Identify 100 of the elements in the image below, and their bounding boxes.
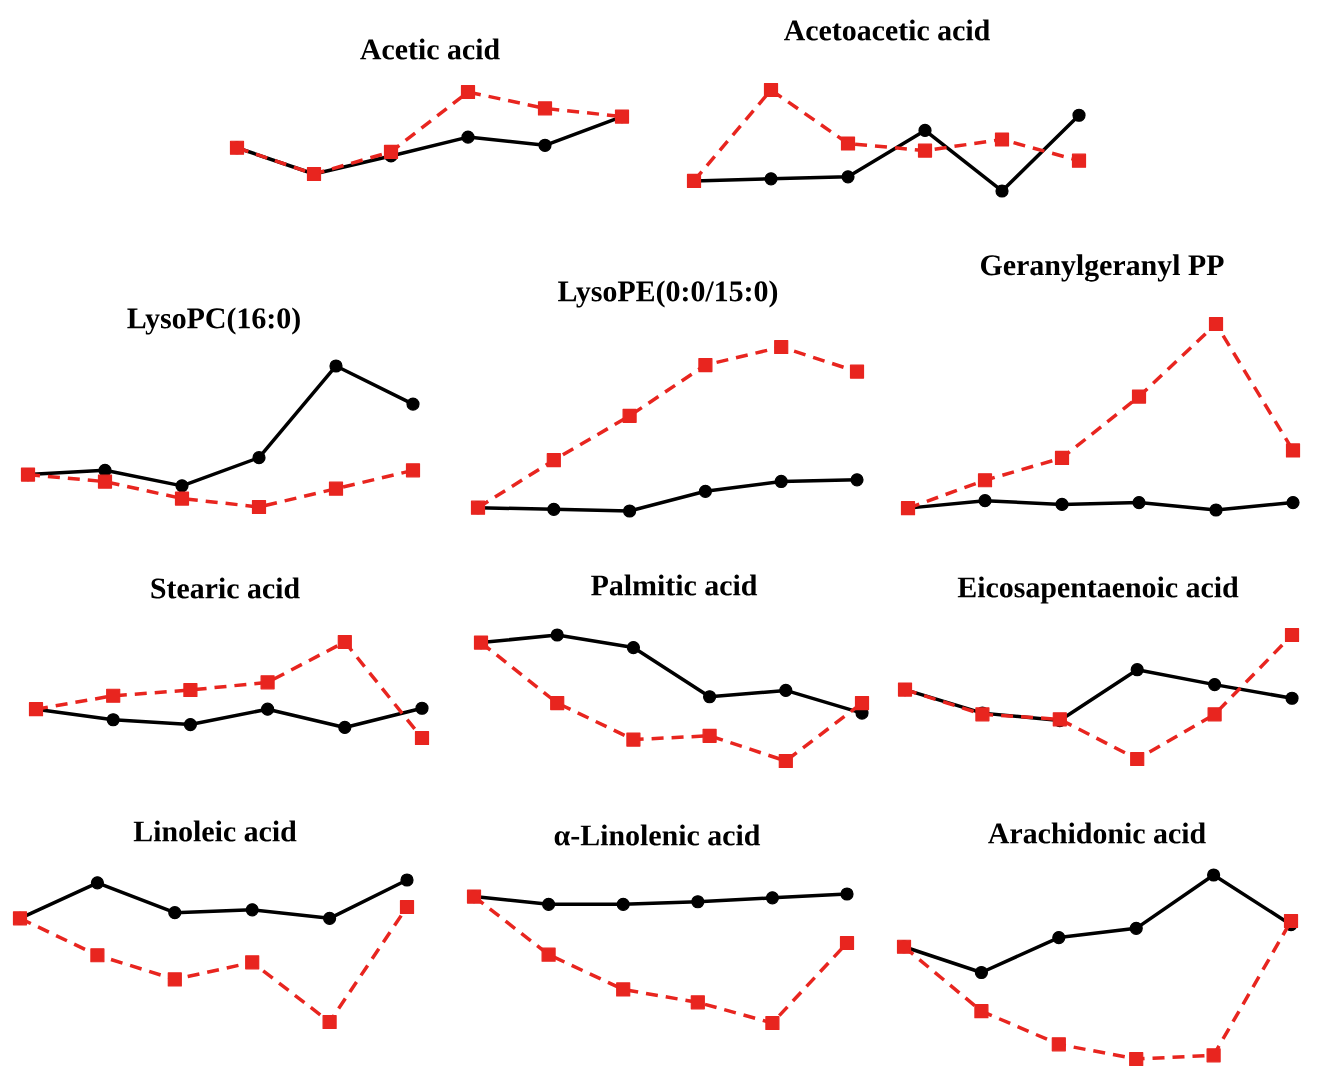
point bbox=[406, 397, 420, 411]
chart-title: Stearic acid bbox=[151, 577, 300, 599]
point bbox=[106, 688, 121, 703]
point bbox=[978, 494, 992, 508]
point bbox=[622, 408, 637, 423]
point bbox=[405, 463, 421, 478]
point bbox=[774, 339, 789, 355]
point bbox=[1285, 691, 1299, 705]
point bbox=[1072, 108, 1086, 122]
point bbox=[1130, 663, 1144, 677]
point bbox=[1285, 443, 1301, 458]
point bbox=[328, 481, 344, 496]
point bbox=[260, 675, 275, 690]
point bbox=[977, 473, 993, 488]
point bbox=[840, 887, 854, 901]
point bbox=[616, 982, 631, 997]
point bbox=[698, 484, 713, 498]
point bbox=[97, 474, 113, 489]
point bbox=[703, 690, 717, 704]
point bbox=[974, 1004, 989, 1019]
point bbox=[174, 491, 190, 506]
point bbox=[1054, 450, 1070, 466]
point bbox=[1055, 497, 1069, 512]
point bbox=[691, 895, 705, 909]
point bbox=[918, 123, 932, 137]
point bbox=[764, 172, 778, 186]
chart-title: Palmitic acid bbox=[591, 574, 758, 596]
point bbox=[616, 897, 630, 911]
chart-title: Geranylgeranyl PP bbox=[981, 254, 1224, 282]
point bbox=[1051, 1037, 1066, 1052]
point bbox=[765, 891, 780, 905]
point bbox=[167, 972, 182, 987]
point bbox=[252, 451, 266, 465]
point bbox=[779, 683, 793, 698]
point bbox=[690, 995, 705, 1010]
point bbox=[626, 732, 641, 747]
point bbox=[1129, 1051, 1144, 1067]
point bbox=[183, 682, 198, 698]
point bbox=[546, 453, 561, 468]
point bbox=[541, 947, 556, 962]
point bbox=[623, 504, 637, 518]
point bbox=[337, 634, 352, 650]
point bbox=[854, 695, 870, 711]
point bbox=[537, 101, 553, 116]
point bbox=[702, 728, 717, 743]
point bbox=[1132, 495, 1146, 510]
point bbox=[1206, 1048, 1221, 1063]
point bbox=[1284, 627, 1300, 643]
point bbox=[106, 713, 120, 727]
chart-title: LysoPE(0:0/15:0) bbox=[558, 280, 778, 308]
point bbox=[841, 170, 855, 184]
point bbox=[994, 132, 1010, 147]
point bbox=[1129, 921, 1143, 935]
chart-title: LysoPC(16:0) bbox=[127, 307, 300, 335]
point bbox=[183, 717, 197, 732]
point bbox=[1208, 677, 1222, 692]
point bbox=[1071, 153, 1087, 168]
chart-title: Acetoacetic acid bbox=[783, 19, 990, 41]
point bbox=[974, 965, 989, 980]
point bbox=[538, 138, 552, 152]
point bbox=[765, 1015, 780, 1031]
point bbox=[415, 701, 429, 715]
point bbox=[1208, 316, 1224, 332]
point bbox=[778, 753, 793, 769]
point bbox=[322, 1014, 337, 1030]
point bbox=[1131, 389, 1147, 404]
point bbox=[698, 357, 713, 373]
chart-title: Linoleic acid bbox=[133, 820, 297, 842]
point bbox=[1052, 930, 1066, 945]
chart-title: Acetic acid bbox=[360, 38, 500, 60]
point bbox=[383, 144, 399, 159]
point bbox=[917, 143, 933, 158]
point bbox=[839, 935, 855, 951]
point bbox=[251, 499, 267, 515]
point bbox=[245, 955, 260, 970]
chart-title: Eicosapentaenoic acid bbox=[957, 576, 1239, 604]
point bbox=[261, 702, 275, 716]
point bbox=[850, 473, 864, 487]
point bbox=[550, 628, 564, 642]
point bbox=[329, 359, 343, 373]
point bbox=[542, 897, 556, 911]
chart-title: Arachidonic acid bbox=[988, 822, 1206, 844]
point bbox=[338, 720, 352, 735]
point bbox=[626, 640, 641, 655]
point bbox=[550, 695, 565, 711]
point bbox=[323, 911, 337, 925]
point bbox=[547, 502, 561, 516]
point bbox=[460, 84, 476, 100]
point bbox=[168, 906, 182, 920]
point bbox=[763, 82, 779, 98]
point bbox=[461, 130, 475, 144]
point bbox=[1207, 707, 1222, 722]
point bbox=[849, 364, 865, 379]
point bbox=[1283, 913, 1299, 929]
point bbox=[840, 136, 856, 151]
point bbox=[1286, 495, 1300, 510]
point bbox=[175, 479, 189, 493]
point bbox=[1209, 503, 1223, 517]
point bbox=[995, 184, 1009, 198]
point bbox=[414, 730, 430, 746]
